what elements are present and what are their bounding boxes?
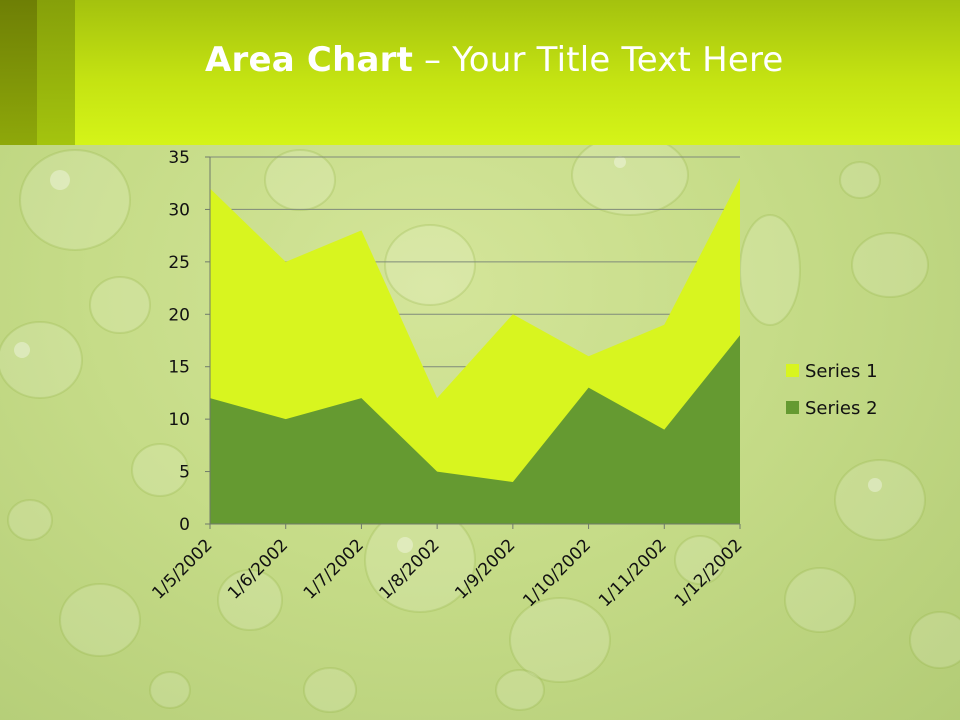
x-tick-label: 1/9/2002 (451, 535, 519, 603)
y-tick-label: 35 (168, 148, 190, 168)
y-tick-label: 0 (179, 515, 190, 535)
y-tick-label: 25 (168, 253, 190, 273)
y-tick-label: 20 (168, 305, 190, 325)
x-tick-label: 1/6/2002 (224, 535, 292, 603)
legend-label-series-1: Series 1 (805, 361, 878, 382)
x-tick-label: 1/12/2002 (671, 535, 747, 611)
y-tick-label: 10 (168, 410, 190, 430)
legend-label-series-2: Series 2 (805, 398, 878, 419)
slide-title: Area Chart – Your Title Text Here (205, 40, 784, 80)
series-2-area (210, 335, 740, 524)
header-stripe-dark (0, 0, 37, 145)
slide-title-bold: Area Chart (205, 40, 414, 80)
x-tick-label: 1/8/2002 (376, 535, 444, 603)
title-bar (0, 0, 960, 145)
x-tick-label: 1/11/2002 (595, 535, 671, 611)
slide-title-rest: – Your Title Text Here (413, 40, 784, 80)
y-tick-label: 30 (168, 200, 190, 220)
y-tick-label: 15 (168, 358, 190, 378)
header-stripe-mid (37, 0, 75, 145)
x-tick-label: 1/7/2002 (300, 535, 368, 603)
x-tick-label: 1/10/2002 (519, 535, 595, 611)
legend-swatch-series-2 (786, 401, 799, 414)
y-tick-label: 5 (179, 463, 190, 483)
legend-swatch-series-1 (786, 364, 799, 377)
x-tick-label: 1/5/2002 (148, 535, 216, 603)
